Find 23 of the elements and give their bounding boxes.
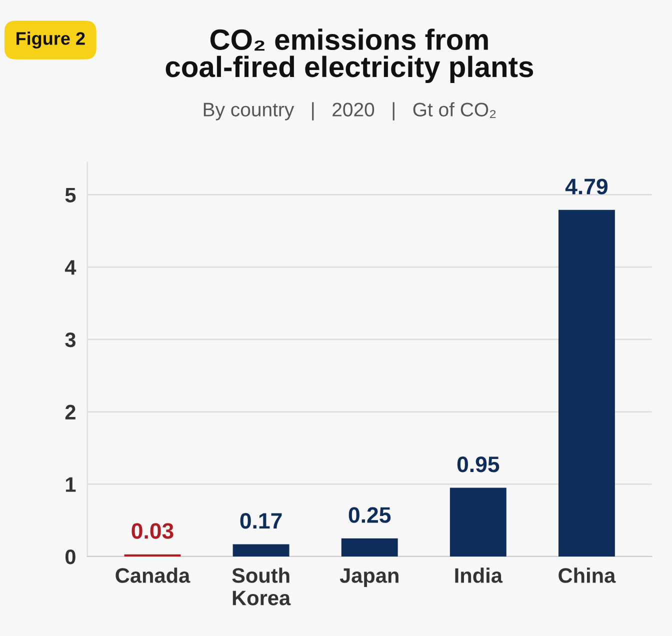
x-tick-label: Canada [116, 568, 190, 583]
y-tick-label: 5 [65, 188, 76, 202]
y-tick-label: 1 [66, 477, 76, 492]
y-tick-label: 4 [64, 260, 76, 275]
bar [341, 538, 398, 556]
bar [450, 488, 506, 556]
bar [232, 544, 290, 556]
y-tick-label: 2 [65, 404, 76, 420]
x-tick-label: South Korea [232, 568, 291, 606]
chart-subtitle: By country | 2020 | Gt of CO₂ [204, 102, 496, 120]
x-tick-label: China [558, 568, 616, 583]
x-tick-label: Japan [340, 568, 398, 588]
y-tick-label: 0 [65, 550, 76, 564]
data-label: 0.25 [348, 507, 391, 523]
chart-title: CO₂ emissions from coal-fired electricity plants [166, 28, 534, 83]
y-tick-label: 3 [65, 332, 76, 348]
caption: Figure 2 [16, 32, 85, 49]
x-tick-label: India [455, 568, 503, 583]
bar [558, 210, 615, 556]
data-label: 4.79 [565, 178, 608, 194]
data-label: 0.03 [132, 523, 174, 539]
data-label: 0.17 [240, 512, 282, 529]
data-label: 0.95 [457, 456, 500, 472]
